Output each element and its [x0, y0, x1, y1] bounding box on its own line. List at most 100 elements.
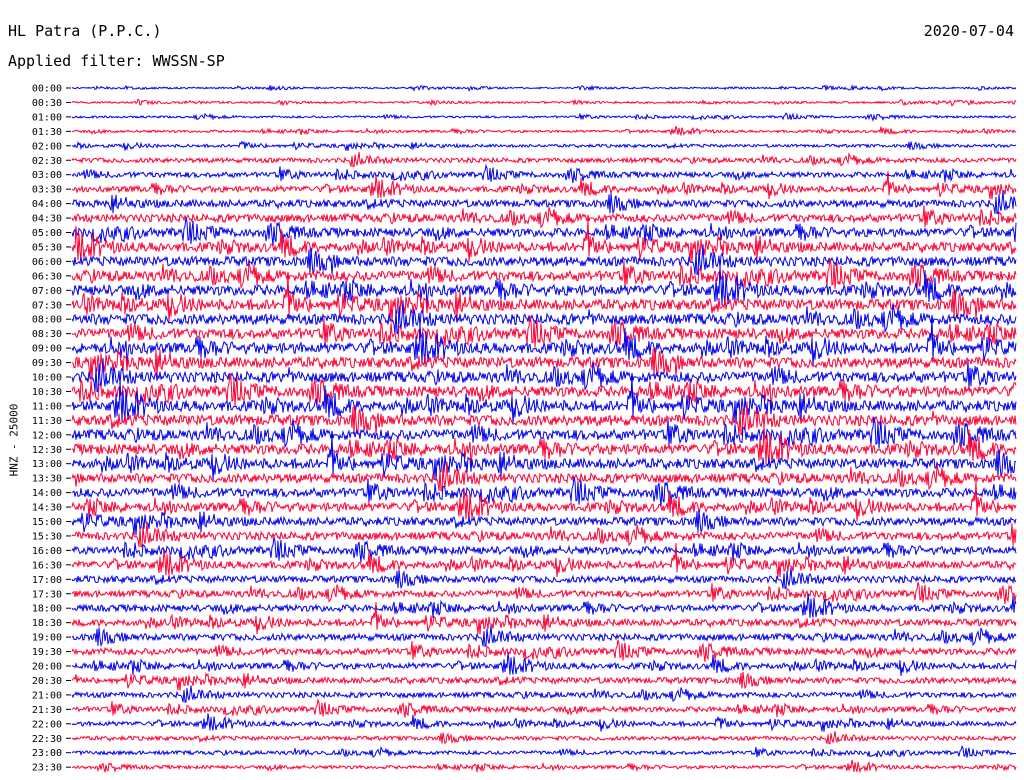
seismic-trace-0930	[71, 347, 1017, 381]
seismic-trace-0600	[71, 244, 1017, 275]
row-time-label: 17:00	[32, 575, 62, 586]
seismic-trace-2030	[71, 671, 1017, 691]
row-time-label: 18:00	[32, 604, 62, 615]
row-time-label: 05:00	[32, 228, 62, 239]
station-title: HL Patra (P.P.C.)	[8, 22, 162, 40]
seismic-trace-2100	[71, 685, 1017, 703]
seismic-trace-0500	[71, 217, 1017, 246]
row-time-label: 09:30	[32, 358, 62, 369]
seismic-trace-1100	[71, 374, 1017, 425]
seismic-trace-0700	[71, 267, 1017, 309]
seismic-trace-0900	[71, 316, 1017, 367]
row-time-label: 10:00	[32, 373, 62, 384]
row-time-label: 23:00	[32, 748, 62, 759]
seismic-trace-0230	[71, 151, 1017, 168]
row-time-label: 13:00	[32, 459, 62, 470]
row-time-label: 16:30	[32, 560, 62, 571]
row-time-label: 11:30	[32, 416, 62, 427]
seismic-trace-0430	[71, 205, 1017, 229]
date-label: 2020-07-04	[923, 22, 1014, 40]
seismic-trace-0200	[72, 140, 1017, 151]
row-time-label: 14:30	[32, 503, 62, 514]
seismic-trace-1730	[71, 582, 1017, 605]
row-time-label: 11:00	[32, 401, 62, 412]
trace-group	[71, 84, 1017, 774]
row-time-label: 02:30	[32, 156, 62, 167]
seismic-trace-0000	[71, 84, 1017, 92]
seismic-trace-0130	[71, 125, 1017, 137]
row-time-label: 08:30	[32, 329, 62, 340]
row-time-label: 23:30	[32, 763, 62, 774]
seismic-trace-1700	[71, 567, 1017, 590]
row-time-label: 01:00	[32, 112, 62, 123]
row-time-label: 08:00	[32, 315, 62, 326]
seismic-trace-1830	[71, 601, 1017, 635]
row-time-label: 17:30	[32, 589, 62, 600]
seismic-trace-1900	[71, 625, 1017, 647]
seismic-trace-1800	[71, 593, 1017, 619]
row-time-label: 16:00	[32, 546, 62, 557]
seismic-trace-1630	[71, 542, 1017, 578]
seismic-trace-2300	[71, 744, 1017, 758]
seismic-trace-1500	[71, 509, 1017, 536]
row-time-label: 15:30	[32, 531, 62, 542]
row-time-label: 20:30	[32, 676, 62, 687]
seismic-trace-0330	[71, 171, 1017, 200]
row-time-label: 21:30	[32, 705, 62, 716]
row-time-label: 01:30	[32, 127, 62, 138]
row-time-label: 03:00	[32, 170, 62, 181]
seismic-trace-0730	[71, 272, 1017, 323]
seismic-trace-1330	[71, 461, 1017, 492]
seismic-trace-0630	[71, 258, 1017, 292]
row-time-label: 20:00	[32, 662, 62, 673]
seismic-trace-1030	[71, 372, 1017, 410]
row-time-label: 06:00	[32, 257, 62, 268]
seismic-trace-1200	[71, 416, 1017, 451]
row-time-label: 00:00	[32, 84, 62, 95]
seismic-trace-2330	[71, 759, 1017, 774]
seismic-trace-0830	[71, 315, 1017, 350]
row-time-label: 04:00	[32, 199, 62, 210]
row-time-label: 07:00	[32, 286, 62, 297]
seismic-trace-1400	[71, 476, 1017, 507]
row-time-label: 00:30	[32, 98, 62, 109]
row-time-label: 05:30	[32, 242, 62, 253]
seismic-trace-2130	[71, 698, 1017, 718]
row-time-label: 19:30	[32, 647, 62, 658]
seismic-trace-0300	[71, 163, 1017, 184]
row-time-label: 22:00	[32, 719, 62, 730]
seismic-trace-1430	[71, 481, 1017, 522]
row-time-label: 04:30	[32, 214, 62, 225]
seismic-trace-1530	[71, 521, 1017, 548]
row-time-label: 14:00	[32, 488, 62, 499]
row-time-label: 06:30	[32, 271, 62, 282]
seismic-trace-0100	[71, 112, 1017, 122]
seismic-trace-1300	[71, 433, 1017, 481]
seismic-trace-2230	[71, 731, 1017, 745]
row-time-label: 12:00	[32, 430, 62, 441]
seismic-trace-1600	[71, 536, 1017, 563]
row-time-label: 12:30	[32, 445, 62, 456]
filter-label: Applied filter: WWSSN-SP	[8, 52, 225, 70]
row-time-label: 10:30	[32, 387, 62, 398]
row-time-label: 07:30	[32, 300, 62, 311]
row-time-label: 22:30	[32, 734, 62, 745]
seismic-trace-2200	[71, 713, 1017, 732]
seismic-trace-0030	[71, 98, 1017, 107]
row-time-label: 09:00	[32, 344, 62, 355]
seismic-trace-0400	[71, 190, 1017, 215]
seismic-trace-0800	[71, 300, 1017, 335]
row-time-label: 13:30	[32, 474, 62, 485]
row-time-label: 21:00	[32, 690, 62, 701]
row-time-label: 02:00	[32, 141, 62, 152]
seismic-trace-1930	[71, 639, 1017, 662]
row-time-label: 18:30	[32, 618, 62, 629]
row-time-label: 15:00	[32, 517, 62, 528]
seismic-trace-1130	[71, 401, 1017, 436]
channel-label: HNZ - 25000	[7, 403, 21, 477]
seismic-trace-2000	[71, 652, 1017, 676]
seismic-trace-0530	[71, 219, 1017, 263]
seismic-trace-1230	[71, 426, 1017, 467]
row-time-label: 03:30	[32, 185, 62, 196]
